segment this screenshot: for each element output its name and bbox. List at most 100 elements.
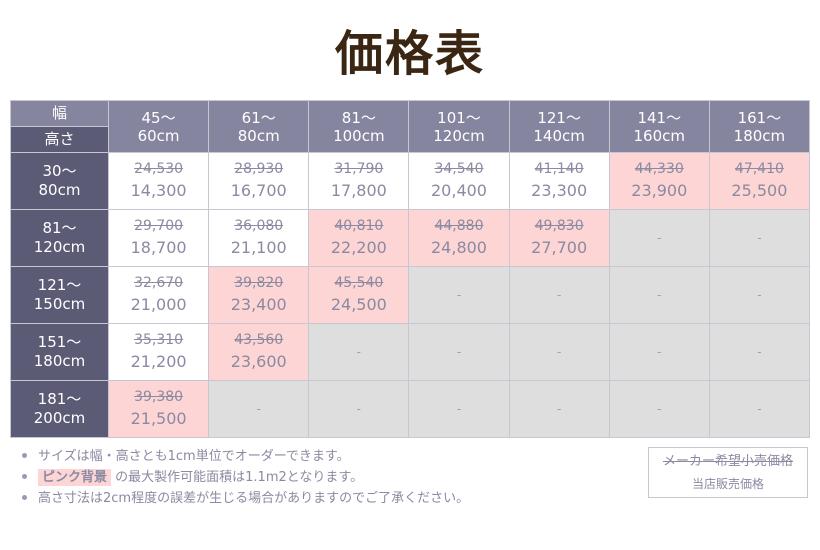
column-header: 45〜 60cm bbox=[107, 100, 210, 153]
original-price: 44,330 bbox=[634, 161, 684, 177]
price-cell: 28,930 16,700 bbox=[208, 152, 310, 210]
column-header: 161〜 180cm bbox=[708, 100, 811, 153]
original-price: 36,080 bbox=[234, 218, 284, 234]
sale-price: 25,500 bbox=[731, 181, 788, 200]
unavailable-dash: - bbox=[356, 345, 362, 359]
note-item: サイズは幅・高さとも1cm単位でオーダーできます。 bbox=[22, 446, 469, 467]
column-header: 81〜 100cm bbox=[308, 100, 410, 153]
price-cell: 36,080 21,100 bbox=[208, 209, 310, 267]
sale-price: 21,000 bbox=[130, 295, 187, 314]
page-title: 価格表 bbox=[334, 26, 485, 82]
row-header: 30〜 80cm bbox=[10, 152, 109, 210]
sale-price: 22,200 bbox=[330, 238, 387, 257]
original-price: 45,540 bbox=[334, 275, 384, 291]
unavailable-cell: - bbox=[708, 209, 811, 267]
unavailable-dash: - bbox=[556, 288, 562, 302]
note-item: 高さ寸法は2cm程度の誤差が生じる場合がありますのでご了承ください。 bbox=[22, 488, 469, 509]
price-cell: 49,830 27,700 bbox=[508, 209, 610, 267]
price-cell: 31,790 17,800 bbox=[308, 152, 410, 210]
unavailable-dash: - bbox=[657, 231, 662, 245]
unavailable-dash: - bbox=[757, 231, 762, 245]
sale-price: 23,400 bbox=[230, 295, 287, 314]
price-cell: 39,380 21,500 bbox=[107, 380, 210, 438]
price-table: 幅 高さ 45〜 60cm 61〜 80cm 81〜 100cm 101〜 120cm … bbox=[10, 100, 811, 438]
unavailable-dash: - bbox=[556, 345, 562, 359]
bullet-icon bbox=[22, 495, 27, 500]
price-cell: 43,560 23,600 bbox=[208, 323, 310, 381]
sale-price: 16,700 bbox=[230, 181, 287, 200]
price-cell: 45,540 24,500 bbox=[308, 266, 410, 324]
column-header: 141〜 160cm bbox=[608, 100, 710, 153]
unavailable-cell: - bbox=[708, 380, 811, 438]
unavailable-dash: - bbox=[456, 345, 462, 359]
sale-price: 20,400 bbox=[431, 181, 487, 200]
original-price: 41,140 bbox=[534, 161, 584, 177]
bullet-icon bbox=[22, 453, 27, 458]
unavailable-cell: - bbox=[708, 323, 811, 381]
unavailable-dash: - bbox=[657, 345, 662, 359]
original-price: 39,820 bbox=[234, 275, 284, 291]
price-cell: 40,810 22,200 bbox=[308, 209, 410, 267]
sale-price: 17,800 bbox=[330, 181, 387, 200]
original-price: 39,380 bbox=[134, 389, 184, 405]
price-cell: 39,820 23,400 bbox=[208, 266, 310, 324]
price-cell: 32,670 21,000 bbox=[107, 266, 210, 324]
unavailable-dash: - bbox=[556, 402, 562, 416]
row-header: 181〜 200cm bbox=[10, 380, 109, 438]
sale-price: 14,300 bbox=[130, 181, 187, 200]
price-cell: 24,530 14,300 bbox=[107, 152, 210, 210]
original-price: 32,670 bbox=[134, 275, 184, 291]
original-price: 29,700 bbox=[134, 218, 184, 234]
unavailable-dash: - bbox=[657, 288, 662, 302]
sale-price: 27,700 bbox=[531, 238, 588, 257]
unavailable-cell: - bbox=[308, 323, 410, 381]
sale-price: 23,600 bbox=[230, 352, 287, 371]
width-axis-label: 幅 bbox=[11, 101, 108, 127]
table-row: 81〜 120cm 29,700 18,700 36,080 21,100 40,810 22… bbox=[10, 209, 811, 267]
unavailable-cell: - bbox=[508, 266, 610, 324]
table-row: 151〜 180cm 35,310 21,200 43,560 23,600 - - - - - bbox=[10, 323, 811, 381]
unavailable-dash: - bbox=[256, 402, 261, 416]
sale-price: 23,300 bbox=[531, 181, 588, 200]
table-header-row: 幅 高さ 45〜 60cm 61〜 80cm 81〜 100cm 101〜 120cm … bbox=[10, 100, 811, 153]
row-header: 151〜 180cm bbox=[10, 323, 109, 381]
unavailable-cell: - bbox=[608, 209, 710, 267]
original-price: 28,930 bbox=[234, 161, 284, 177]
price-cell: 44,880 24,800 bbox=[408, 209, 510, 267]
row-header: 121〜 150cm bbox=[10, 266, 109, 324]
unavailable-cell: - bbox=[508, 380, 610, 438]
original-price: 49,830 bbox=[534, 218, 584, 234]
unavailable-dash: - bbox=[356, 402, 362, 416]
original-price: 43,560 bbox=[234, 332, 284, 348]
bullet-icon bbox=[22, 474, 27, 479]
unavailable-dash: - bbox=[657, 402, 662, 416]
legend-original-price: メーカー希望小売価格 bbox=[662, 454, 793, 469]
unavailable-cell: - bbox=[508, 323, 610, 381]
unavailable-cell: - bbox=[608, 380, 710, 438]
row-header: 81〜 120cm bbox=[10, 209, 109, 267]
height-axis-label: 高さ bbox=[11, 127, 108, 152]
unavailable-dash: - bbox=[757, 288, 762, 302]
unavailable-cell: - bbox=[608, 323, 710, 381]
unavailable-cell: - bbox=[708, 266, 811, 324]
price-legend: メーカー希望小売価格 当店販売価格 bbox=[648, 447, 808, 498]
unavailable-dash: - bbox=[757, 402, 762, 416]
sale-price: 18,700 bbox=[130, 238, 187, 257]
column-header: 101〜 120cm bbox=[408, 100, 510, 153]
original-price: 34,540 bbox=[434, 161, 484, 177]
unavailable-dash: - bbox=[456, 402, 462, 416]
original-price: 44,880 bbox=[434, 218, 484, 234]
corner-header: 幅 高さ bbox=[10, 100, 109, 153]
note-item: ピンク背景 の最大製作可能面積は1.1m2となります。 bbox=[22, 467, 469, 488]
column-header: 121〜 140cm bbox=[508, 100, 610, 153]
notes-list: サイズは幅・高さとも1cm単位でオーダーできます。 ピンク背景 の最大製作可能面… bbox=[22, 446, 469, 509]
original-price: 31,790 bbox=[334, 161, 384, 177]
unavailable-cell: - bbox=[608, 266, 710, 324]
pink-background-label: ピンク背景 bbox=[38, 469, 112, 486]
original-price: 35,310 bbox=[134, 332, 184, 348]
table-row: 181〜 200cm 39,380 21,500 - - - - - - bbox=[10, 380, 811, 438]
sale-price: 24,500 bbox=[330, 295, 387, 314]
price-cell: 44,330 23,900 bbox=[608, 152, 710, 210]
original-price: 24,530 bbox=[134, 161, 184, 177]
sale-price: 21,500 bbox=[130, 409, 187, 428]
